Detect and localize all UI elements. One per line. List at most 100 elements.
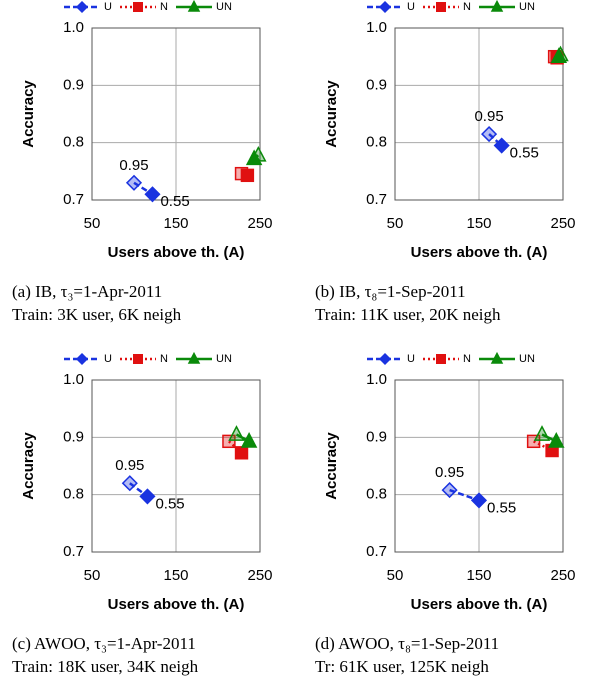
caption: (b) IB, τ₈=1-Sep-2011 [315,282,466,301]
x-axis-label: Users above th. (A) [108,596,245,613]
y-tick-label: 0.8 [366,134,387,151]
x-axis-label: Users above th. (A) [411,244,548,261]
legend-marker [133,2,143,12]
legend-label: N [463,1,471,13]
point [240,168,255,183]
legend-marker [436,2,446,12]
legend-marker [490,0,504,12]
caption: Train: 18K user, 34K neigh [12,657,199,676]
annotation: 0.95 [474,108,503,125]
legend-marker [187,351,201,364]
y-axis-label: Accuracy [20,80,37,148]
annotation: 0.95 [115,457,144,474]
y-tick-label: 0.9 [366,76,387,93]
annotation: 0.55 [510,145,539,162]
x-tick-label: 250 [550,567,575,584]
y-tick-label: 1.0 [63,19,84,36]
point [125,174,143,191]
x-tick-label: 50 [387,567,404,584]
caption: Train: 11K user, 20K neigh [315,305,501,324]
point [533,425,551,441]
y-axis-label: Accuracy [323,80,340,148]
point [245,149,263,166]
annotation: 0.55 [160,193,189,210]
y-tick-label: 0.7 [366,543,387,560]
y-tick-label: 1.0 [366,19,387,36]
point [139,488,156,505]
y-tick-label: 0.7 [366,191,387,208]
x-tick-label: 50 [387,215,404,232]
series-line [533,440,553,452]
y-axis-label: Accuracy [20,432,37,500]
point [222,434,236,449]
y-tick-label: 0.9 [63,76,84,93]
legend-marker [75,0,89,14]
x-tick-label: 150 [466,215,491,232]
legend-label: U [104,1,112,13]
point [240,432,258,448]
x-axis-label: Users above th. (A) [108,244,245,261]
x-tick-label: 150 [163,567,188,584]
point [493,137,510,154]
x-tick-label: 250 [247,215,272,232]
x-tick-label: 150 [466,567,491,584]
legend-marker [436,354,446,364]
caption: (c) AWOO, τ₃=1-Apr-2011 [12,634,196,653]
y-tick-label: 0.8 [366,486,387,503]
point [481,126,498,143]
caption: (d) AWOO, τ₈=1-Sep-2011 [315,634,499,653]
plot-frame [394,27,564,201]
legend-label: U [104,353,112,365]
x-tick-label: 150 [163,215,188,232]
y-tick-label: 0.8 [63,134,84,151]
y-tick-label: 1.0 [366,371,387,388]
annotation: 0.55 [155,495,184,512]
caption: Tr: 61K user, 125K neigh [315,657,489,676]
y-axis-label: Accuracy [323,432,340,500]
legend-label: N [160,353,168,365]
point [234,446,249,460]
legend-label: UN [216,353,232,365]
annotation: 0.95 [119,157,148,174]
caption: Train: 3K user, 6K neigh [12,305,182,324]
legend-marker [490,351,504,364]
y-tick-label: 0.7 [63,191,84,208]
y-tick-label: 1.0 [63,371,84,388]
x-tick-label: 250 [550,215,575,232]
legend-marker [75,352,89,366]
legend-marker [378,0,392,14]
y-tick-label: 0.7 [63,543,84,560]
legend-marker [187,0,201,12]
legend-label: UN [519,1,535,13]
point [548,432,565,448]
legend-label: N [463,353,471,365]
legend-label: U [407,353,415,365]
x-tick-label: 50 [84,567,101,584]
x-tick-label: 50 [84,215,101,232]
point [228,425,245,441]
point [441,482,458,499]
point [121,475,138,492]
point [526,434,541,449]
y-tick-label: 0.9 [63,428,84,445]
legend-label: UN [216,1,232,13]
y-tick-label: 0.8 [63,486,84,503]
caption: (a) IB, τ₃=1-Apr-2011 [12,282,162,301]
annotation: 0.55 [487,499,516,516]
legend-label: N [160,1,168,13]
annotation: 0.95 [435,464,464,481]
plot-frame [91,379,261,553]
point [470,492,488,509]
legend-label: U [407,1,415,13]
plot-frame [91,27,261,201]
legend-label: UN [519,353,535,365]
point [144,186,161,203]
legend-marker [133,354,143,364]
point [550,47,568,64]
x-tick-label: 250 [247,567,272,584]
y-tick-label: 0.9 [366,428,387,445]
plot-frame [394,379,564,553]
legend-marker [378,352,392,366]
